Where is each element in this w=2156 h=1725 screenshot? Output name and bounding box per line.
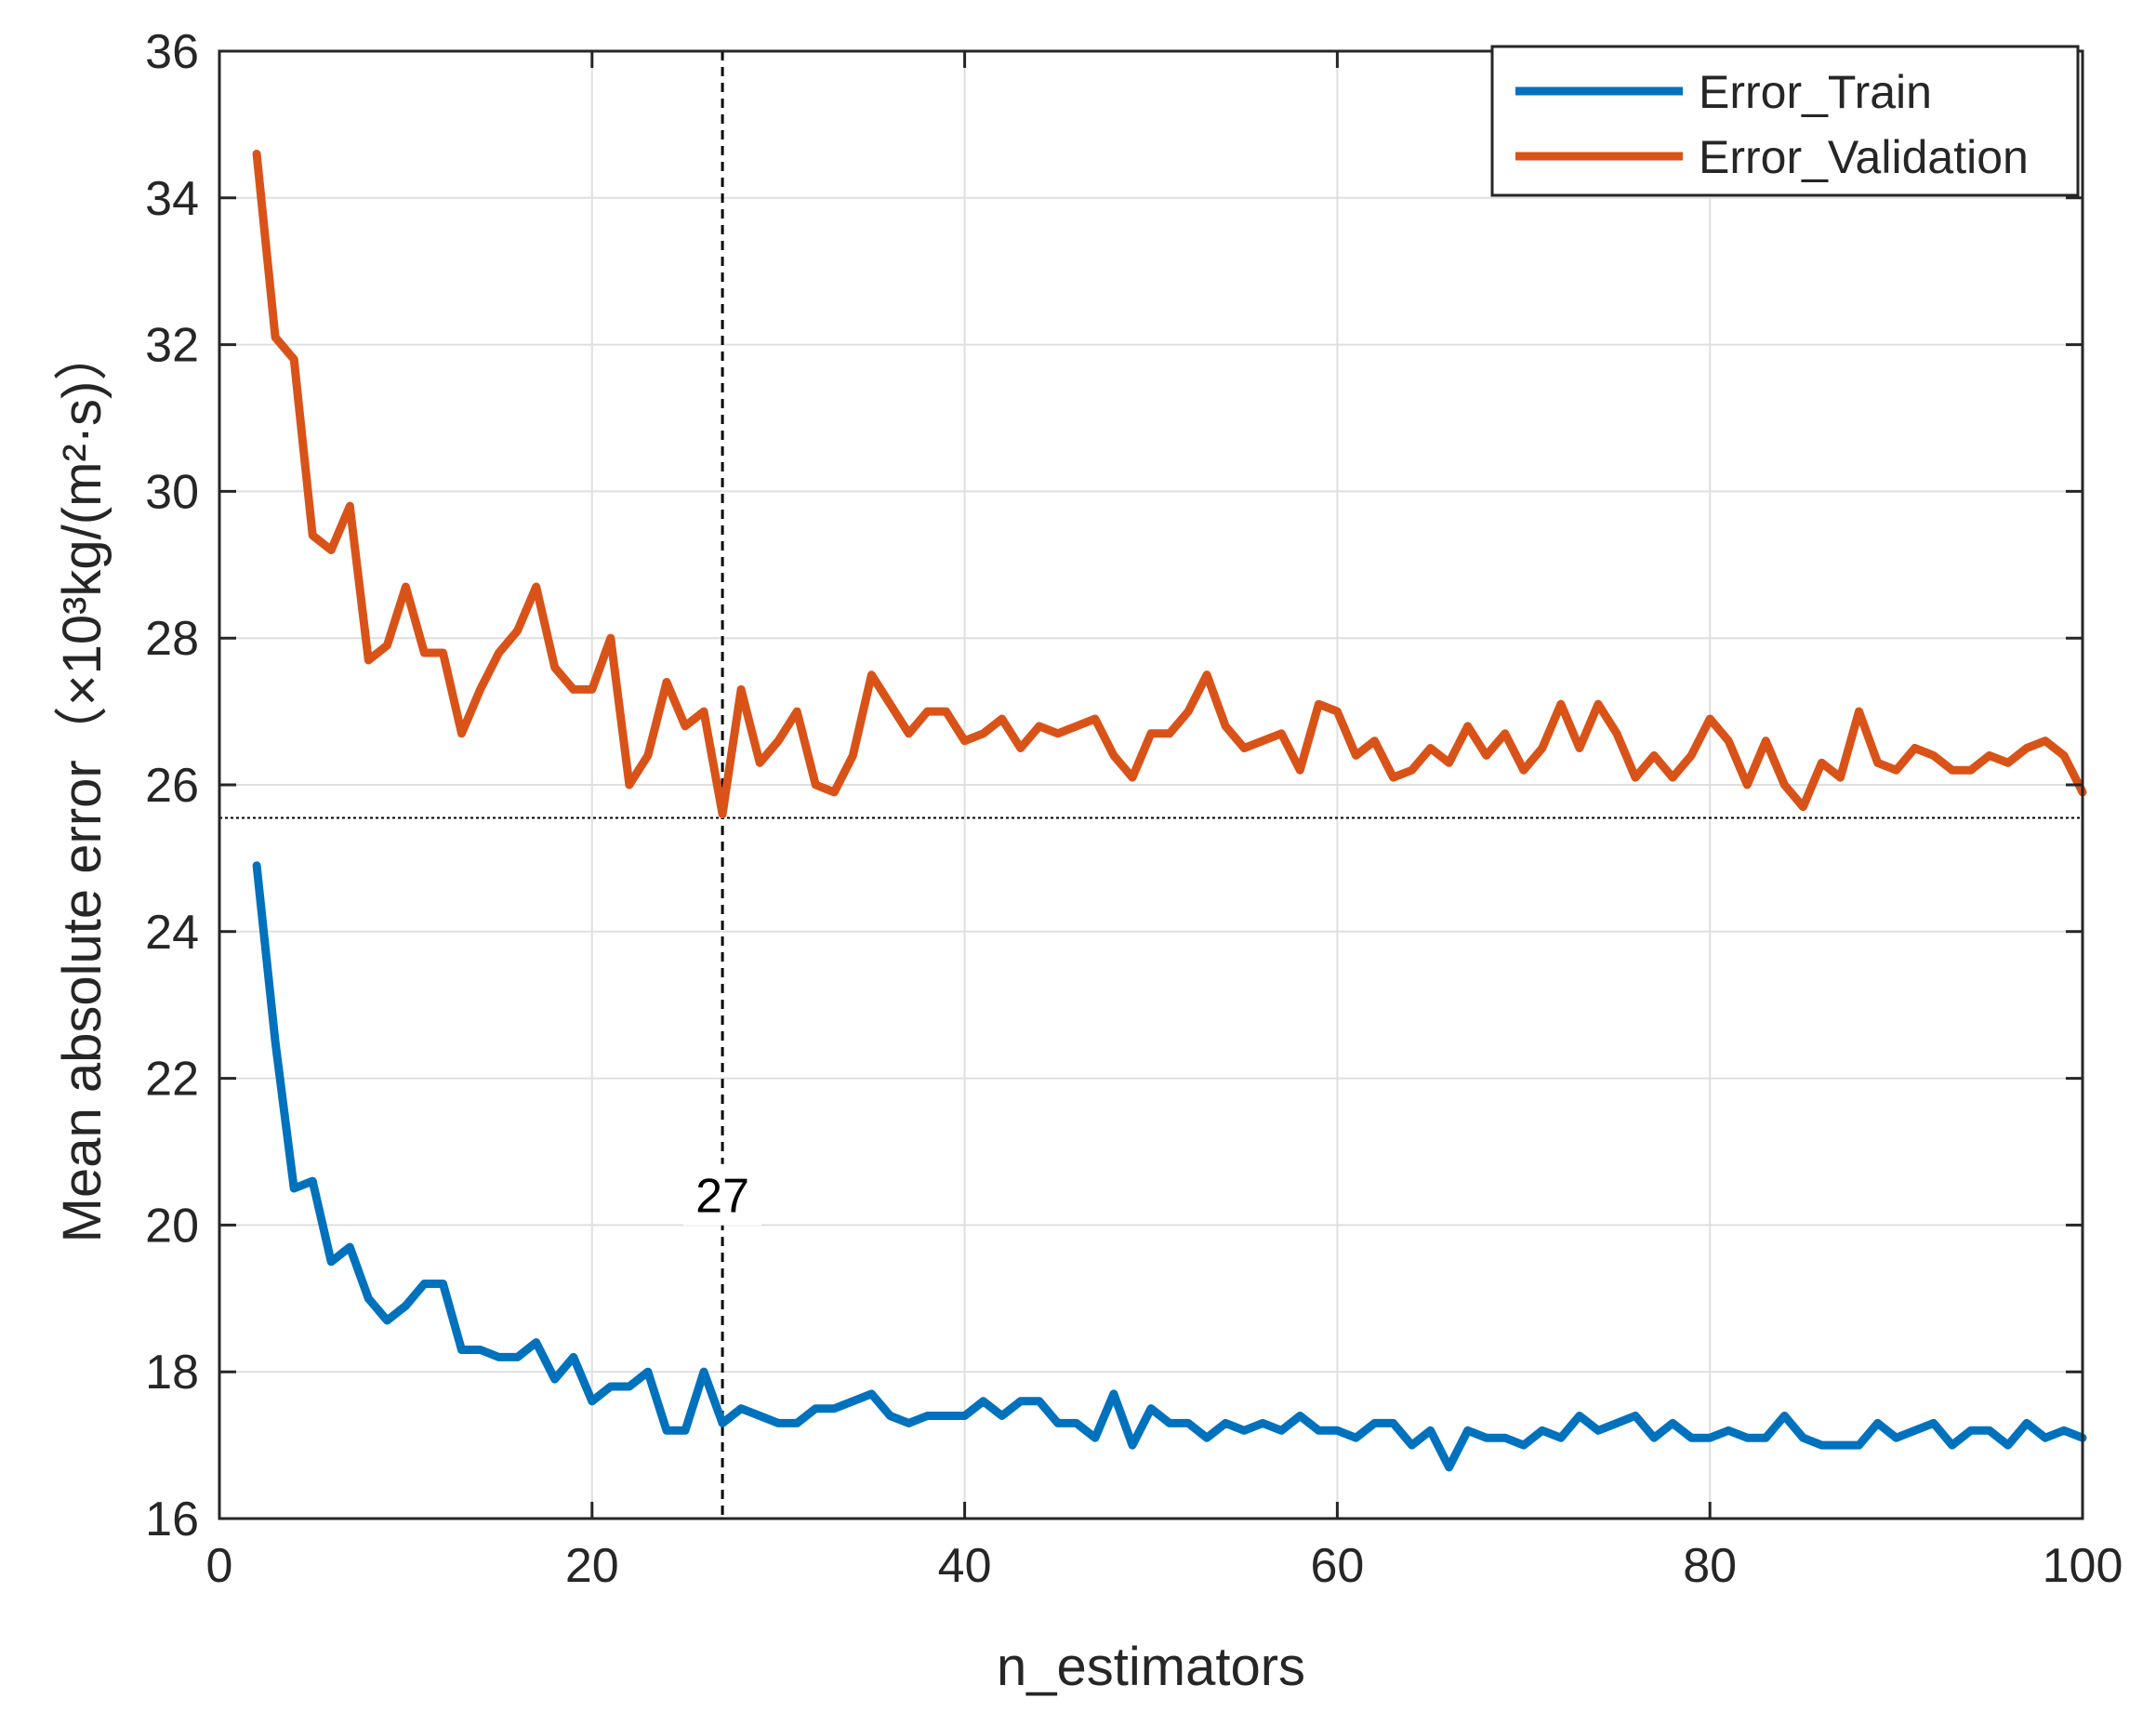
x-tick-label: 80 xyxy=(1683,1539,1737,1593)
annotation-label: 27 xyxy=(695,1170,749,1224)
y-tick-label: 36 xyxy=(145,25,199,79)
y-tick-label: 28 xyxy=(145,612,199,666)
y-tick-label: 32 xyxy=(145,319,199,373)
legend-label-error-validation: Error_Validation xyxy=(1699,131,2029,183)
legend-box xyxy=(1490,45,2080,197)
y-tick-label: 26 xyxy=(145,759,199,813)
y-tick-label: 16 xyxy=(145,1493,199,1546)
legend-label-error-train: Error_Train xyxy=(1699,66,1932,118)
annotation-background xyxy=(683,1163,762,1226)
y-axis-title: Mean absolute error（×10³kg/(m²·s)） xyxy=(52,327,112,1243)
y-tick-label: 30 xyxy=(145,465,199,519)
reference-lines xyxy=(219,51,2083,1519)
y-tick-label: 24 xyxy=(145,906,199,960)
x-tick-label: 100 xyxy=(2043,1539,2123,1593)
y-tick-label: 20 xyxy=(145,1199,199,1253)
series-line-error-validation xyxy=(252,150,2087,819)
annotation: 27 xyxy=(683,1163,762,1226)
legend: Error_Train Error_Validation xyxy=(1490,45,2080,197)
y-tick-label: 22 xyxy=(145,1053,199,1107)
axis-ticks: 0 20 40 60 80 100 16 18 20 22 24 26 28 30 32 34 36 xyxy=(145,25,2123,1593)
x-tick-label: 60 xyxy=(1310,1539,1364,1593)
y-tick-label: 18 xyxy=(145,1346,199,1400)
y-tick-label: 34 xyxy=(145,172,199,226)
x-tick-label: 0 xyxy=(206,1539,233,1593)
series-lines xyxy=(252,150,2087,1472)
x-tick-label: 40 xyxy=(938,1539,992,1593)
x-axis-title: n_estimators xyxy=(997,1637,1305,1697)
x-tick-label: 20 xyxy=(565,1539,619,1593)
series-line-error-train xyxy=(252,861,2087,1472)
